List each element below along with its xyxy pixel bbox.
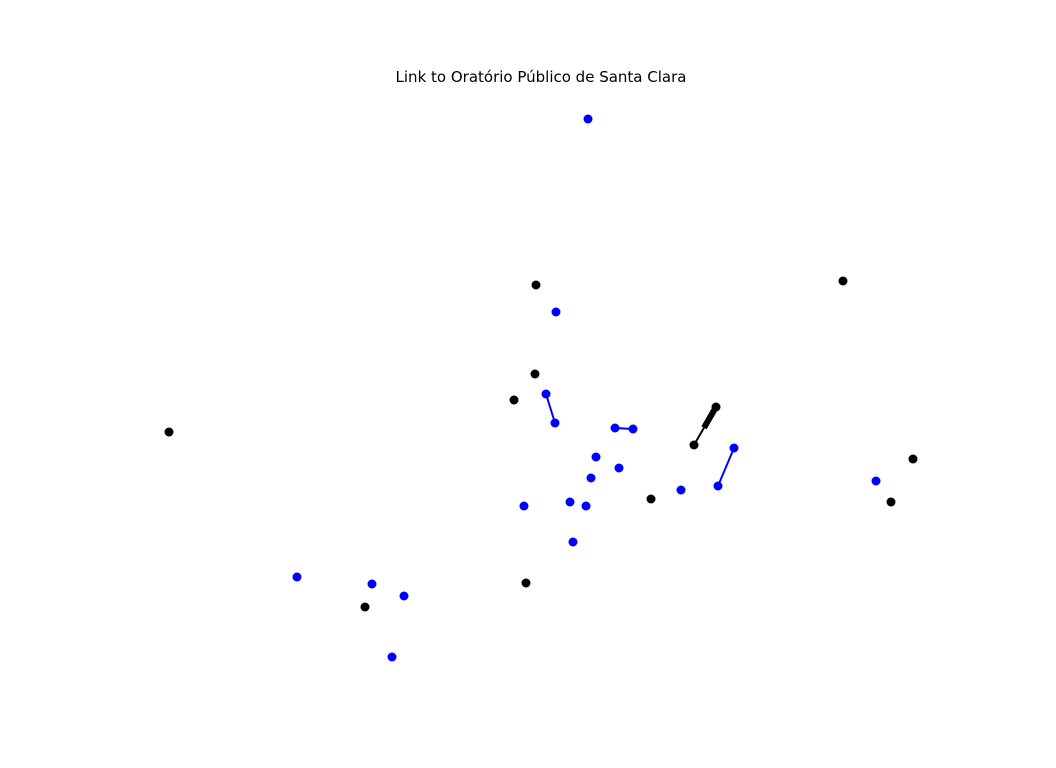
node-point-0-10 xyxy=(713,481,723,491)
node-point-1-6 xyxy=(689,440,699,450)
node-point-1-7 xyxy=(908,454,918,464)
node-point-1-10 xyxy=(521,578,531,588)
node-point-1-9 xyxy=(646,494,656,504)
node-point-0-20 xyxy=(387,652,397,662)
node-point-1-3 xyxy=(509,395,519,405)
node-point-0-6 xyxy=(591,452,601,462)
node-point-0-13 xyxy=(565,497,575,507)
link-line-0 xyxy=(545,393,556,424)
node-point-0-1 xyxy=(551,307,561,317)
node-point-0-3 xyxy=(550,418,560,428)
node-point-0-2 xyxy=(541,389,551,399)
node-point-0-19 xyxy=(399,591,409,601)
link-line-2 xyxy=(717,447,735,487)
node-point-0-16 xyxy=(871,476,881,486)
node-point-1-11 xyxy=(360,602,370,612)
links-layer xyxy=(545,393,735,487)
node-point-0-5 xyxy=(628,424,638,434)
node-point-0-9 xyxy=(729,443,739,453)
chart-title: Link to Oratório Público de Santa Clara xyxy=(395,68,687,86)
node-point-1-2 xyxy=(530,369,540,379)
node-point-0-17 xyxy=(292,572,302,582)
node-point-1-4 xyxy=(164,427,174,437)
node-point-0-7 xyxy=(614,463,624,473)
node-point-1-8 xyxy=(886,497,896,507)
node-point-0-12 xyxy=(519,501,529,511)
node-point-0-18 xyxy=(367,579,377,589)
node-point-1-0 xyxy=(531,280,541,290)
node-point-0-0 xyxy=(583,114,593,124)
node-point-0-14 xyxy=(581,501,591,511)
node-point-0-4 xyxy=(610,423,620,433)
points-layer xyxy=(164,114,918,662)
link-arrowhead-3 xyxy=(701,408,718,430)
node-point-0-11 xyxy=(676,485,686,495)
node-point-0-8 xyxy=(586,473,596,483)
node-point-1-5 xyxy=(711,402,721,412)
node-point-0-15 xyxy=(568,537,578,547)
node-point-1-1 xyxy=(838,276,848,286)
